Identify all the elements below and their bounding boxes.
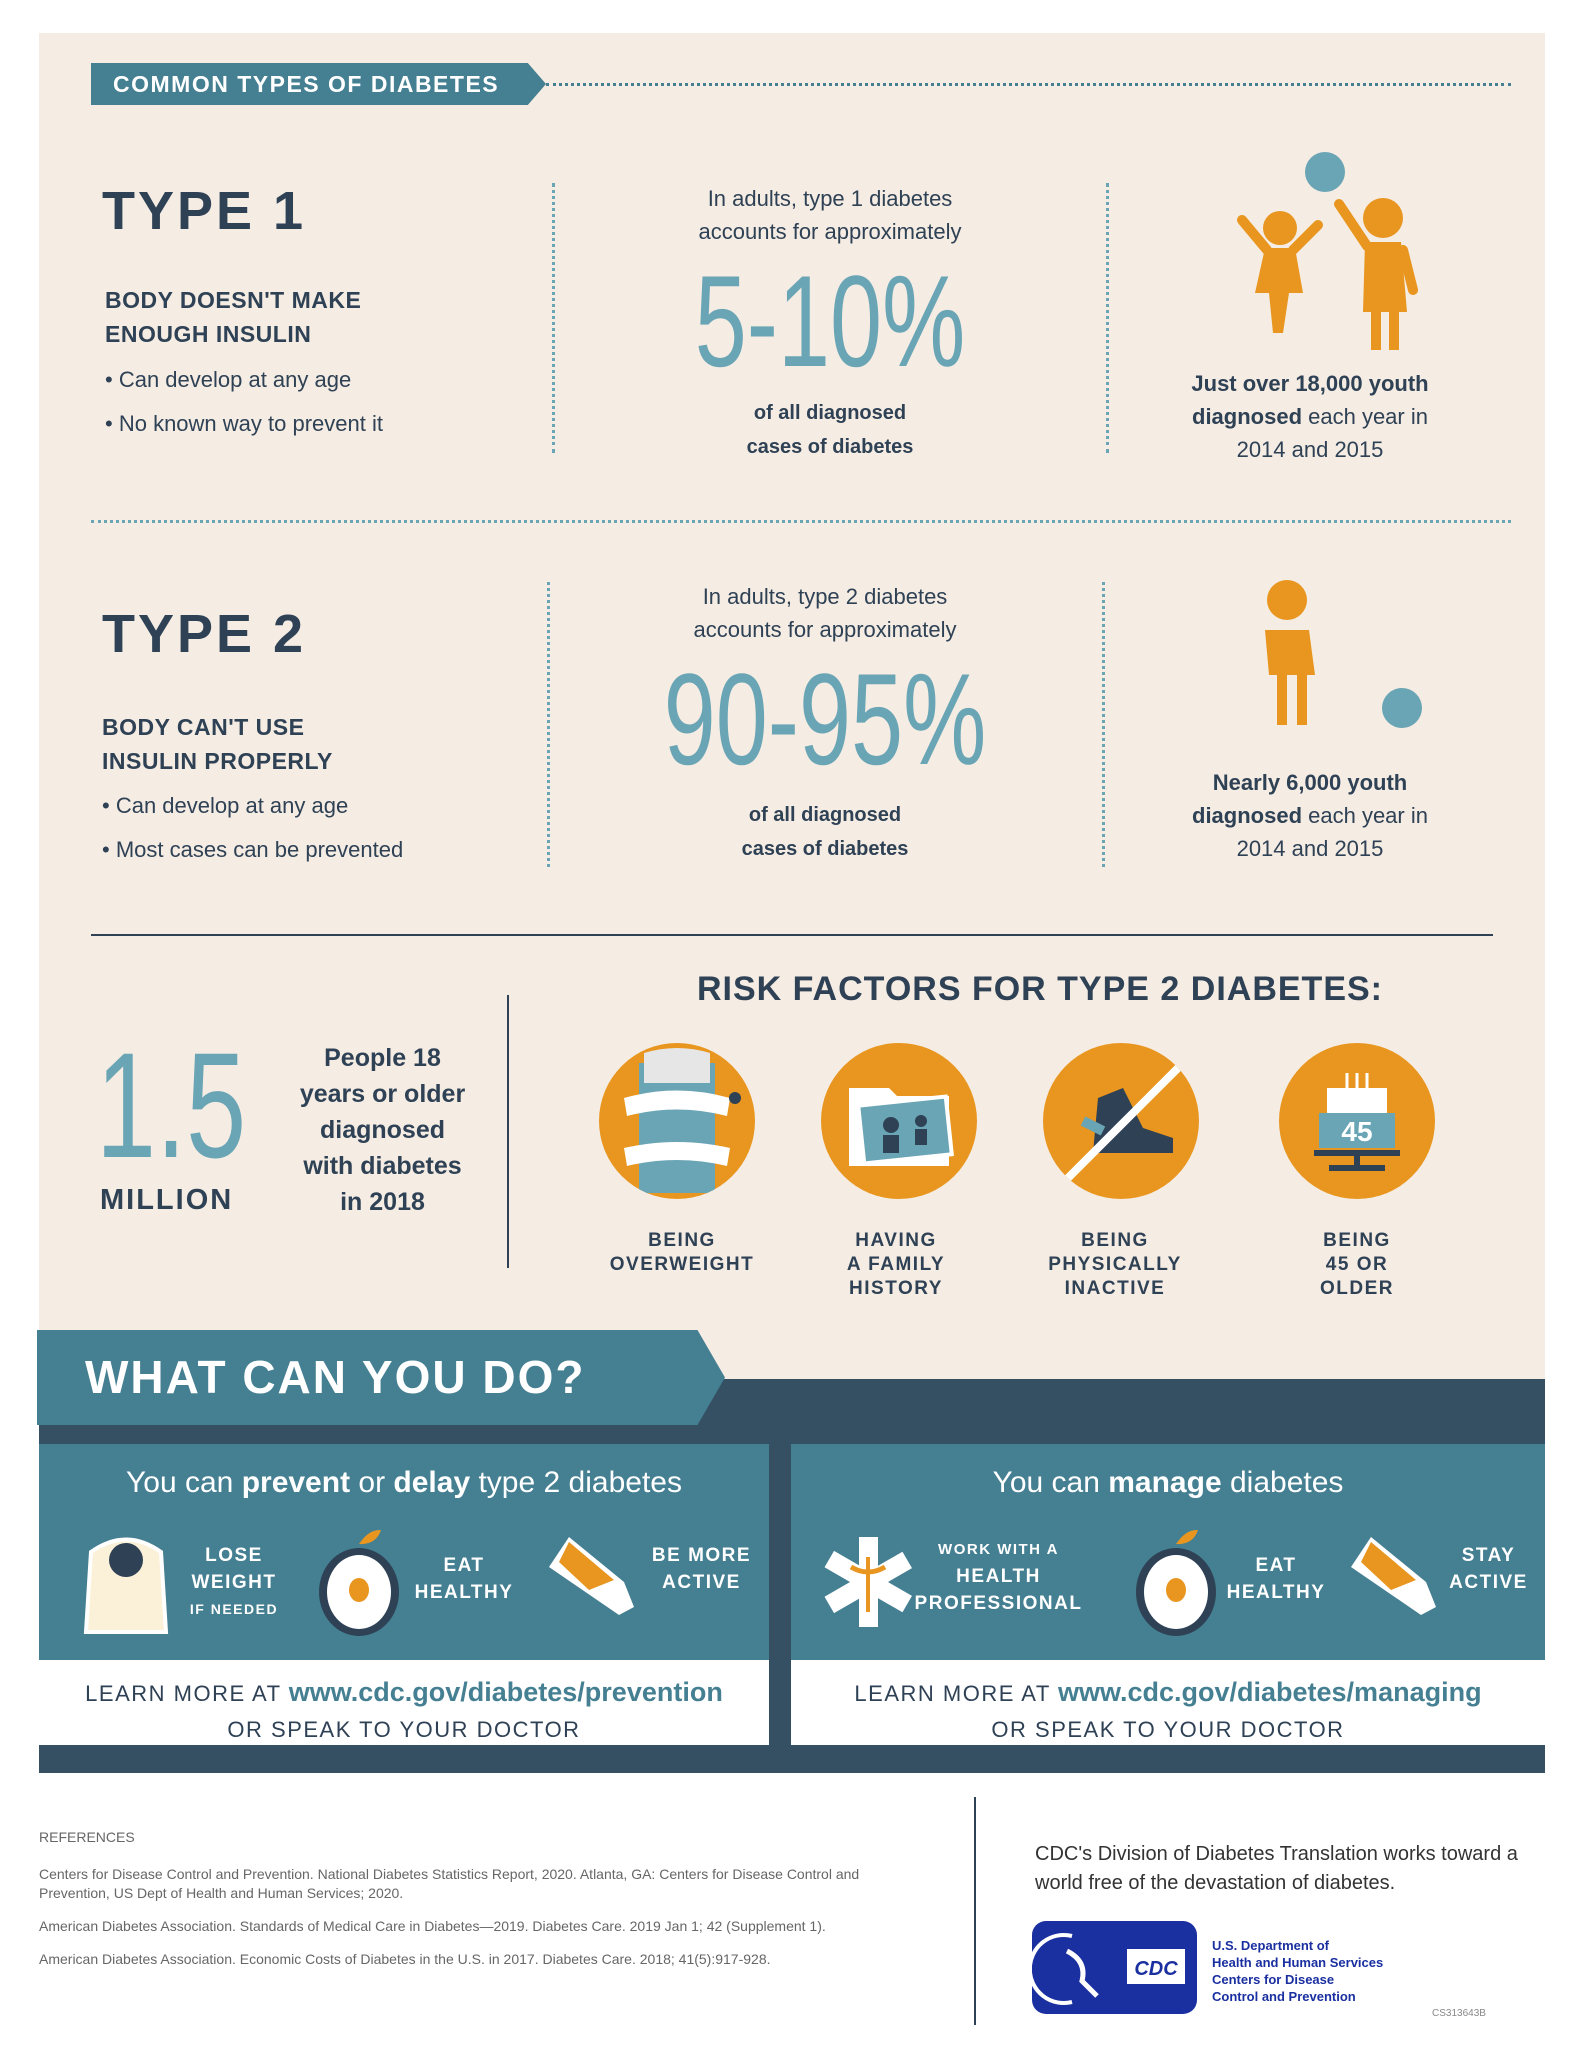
- manage-learn-more: LEARN MORE AT www.cdc.gov/diabetes/manag…: [791, 1660, 1545, 1745]
- tape-measure-waist-icon: [599, 1043, 755, 1199]
- stat-unit: MILLION: [100, 1184, 234, 1216]
- type2-percent: 90-95%: [663, 646, 987, 792]
- type2-youth: Nearly 6,000 youth diagnosed each year in…: [1192, 770, 1428, 861]
- type1-percent: 5-10%: [694, 248, 966, 394]
- references: REFERENCES Centers for Disease Control a…: [39, 1829, 860, 1967]
- stat-description: People 18 years or older diagnosed with dia…: [299, 1044, 466, 1216]
- sneaker-icon: [549, 1537, 634, 1615]
- mission-statement: CDC's Division of Diabetes Translation w…: [1035, 1843, 1518, 1894]
- be-more-active-label: BE MORE ACTIVE: [651, 1545, 752, 1593]
- divider: [1106, 183, 1109, 453]
- risk-title: RISK FACTORS FOR TYPE 2 DIABETES:: [696, 970, 1383, 1008]
- medical-star-icon: [824, 1537, 912, 1627]
- sneaker-icon: [1351, 1537, 1436, 1615]
- risk-label-overweight: BEING OVERWEIGHT: [609, 1230, 755, 1275]
- type1-bullets: • Can develop at any age • No known way t…: [105, 367, 383, 436]
- apple-icon: [1136, 1529, 1216, 1636]
- divider: [507, 995, 509, 1268]
- manage-heading: You can manage diabetes: [992, 1466, 1344, 1499]
- stay-active-label: STAY ACTIVE: [1449, 1545, 1528, 1593]
- type2-subtitle: BODY CAN'T USE INSULIN PROPERLY: [102, 714, 333, 774]
- divider: [91, 934, 1493, 936]
- type2-bullets: • Can develop at any age • Most cases can…: [102, 793, 404, 862]
- crossed-out-sneaker-icon: [1043, 1043, 1199, 1199]
- lose-weight-label: LOSE WEIGHT IF NEEDED: [189, 1545, 279, 1617]
- apple-icon: [319, 1529, 399, 1636]
- children-playing-icon: [1237, 152, 1418, 350]
- health-professional-label: WORK WITH A HEALTH PROFESSIONAL: [914, 1541, 1083, 1614]
- type1-subtitle: BODY DOESN'T MAKE ENOUGH INSULIN: [105, 287, 362, 347]
- managing-link[interactable]: www.cdc.gov/diabetes/managing: [1057, 1677, 1482, 1707]
- family-photo-folder-icon: [821, 1043, 977, 1199]
- type1-youth: Just over 18,000 youth diagnosed each yea…: [1191, 371, 1429, 462]
- divider: [1102, 582, 1105, 867]
- scale-icon: [83, 1537, 169, 1634]
- svg-text:CDC: CDC: [1134, 1958, 1178, 1980]
- actions-title: WHAT CAN YOU DO?: [37, 1330, 725, 1425]
- stat-number: 1.5: [96, 1021, 247, 1189]
- dotted-divider: [546, 83, 1511, 86]
- divider: [547, 582, 550, 867]
- prevention-link[interactable]: www.cdc.gov/diabetes/prevention: [288, 1677, 723, 1707]
- prevent-panel: You can prevent or delay type 2 diabetes…: [39, 1444, 769, 1660]
- child-with-ball-icon: [1265, 580, 1422, 728]
- type2-stat: In adults, type 2 diabetes accounts for a…: [555, 580, 1095, 866]
- hhs-cdc-logo: CDC: [1027, 1921, 1197, 2014]
- dotted-divider: [91, 520, 1511, 523]
- risk-label-family-history: HAVING A FAMILY HISTORY: [846, 1230, 946, 1299]
- eat-healthy-label: EAT HEALTHY: [1226, 1555, 1326, 1603]
- hhs-text: U.S. Department of Health and Human Servi…: [1212, 1938, 1384, 2004]
- divider: [974, 1797, 976, 2025]
- type1-title: TYPE 1: [102, 181, 307, 241]
- prevent-heading: You can prevent or delay type 2 diabetes: [126, 1466, 682, 1499]
- manage-panel: You can manage diabetes WORK WITH A HEALT…: [791, 1444, 1545, 1660]
- section-tag: COMMON TYPES OF DIABETES: [91, 63, 546, 105]
- prevent-learn-more: LEARN MORE AT www.cdc.gov/diabetes/preve…: [39, 1660, 769, 1745]
- birthday-cake-icon: 45: [1279, 1043, 1435, 1199]
- type1-stat: In adults, type 1 diabetes accounts for a…: [560, 182, 1100, 464]
- type2-title: TYPE 2: [102, 604, 307, 664]
- divider: [552, 183, 555, 453]
- risk-label-inactive: BEING PHYSICALLY INACTIVE: [1048, 1230, 1182, 1299]
- publication-code: CS313643B: [1432, 2008, 1486, 2019]
- svg-text:45: 45: [1341, 1116, 1372, 1147]
- eat-healthy-label: EAT HEALTHY: [414, 1555, 514, 1603]
- risk-label-age: BEING 45 OR OLDER: [1320, 1230, 1394, 1299]
